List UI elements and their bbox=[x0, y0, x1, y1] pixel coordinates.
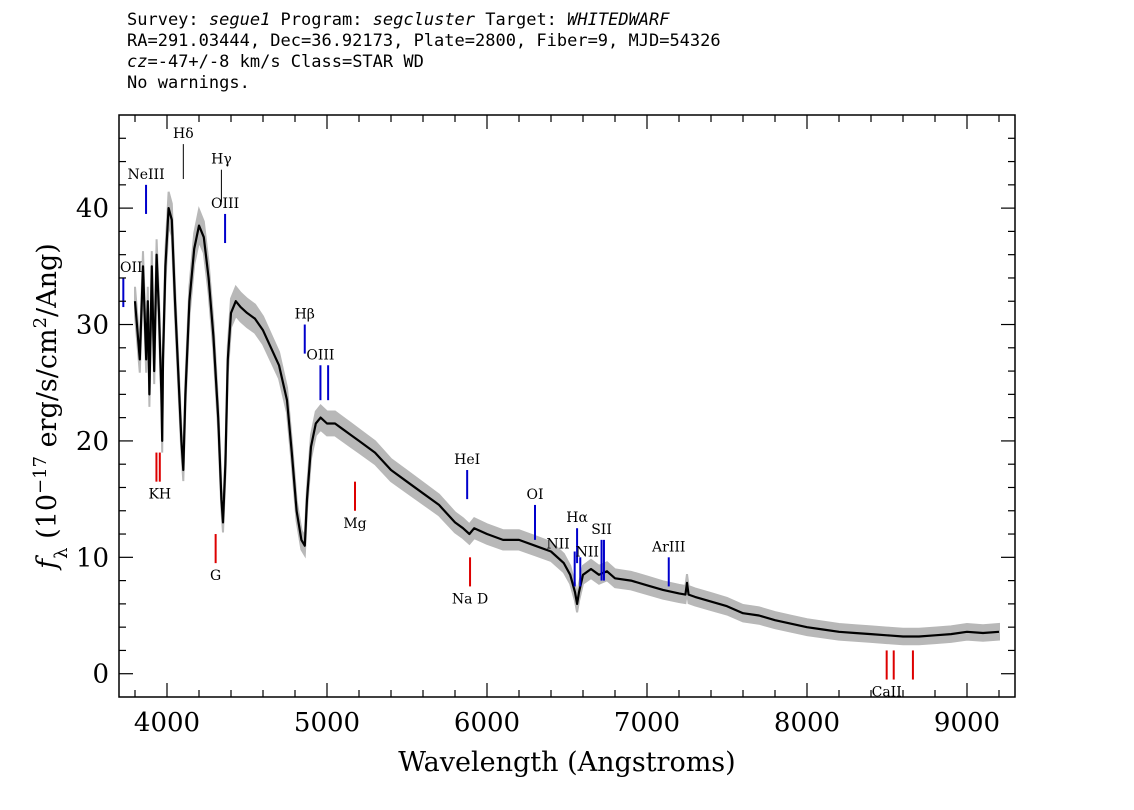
line-label: HeI bbox=[454, 452, 480, 468]
header-line-warnings: No warnings. bbox=[127, 73, 250, 93]
line-label: Hβ bbox=[295, 307, 315, 323]
survey-label: Survey: bbox=[127, 10, 209, 30]
line-label: Mg bbox=[343, 516, 366, 532]
target-label: Target: bbox=[475, 10, 568, 30]
spectrum-header: Survey: segue1 Program: segcluster Targe… bbox=[127, 10, 721, 94]
x-tick-label: 7000 bbox=[614, 708, 680, 738]
y-axis-label: fλ (10−17 erg/s/cm2/Ang) bbox=[30, 243, 72, 571]
x-axis: 4000 5000 6000 7000 8000 9000 bbox=[134, 115, 1000, 738]
x-tick-label: 8000 bbox=[774, 708, 840, 738]
y-tick-label: 20 bbox=[76, 427, 109, 457]
line-label: NII bbox=[576, 544, 599, 560]
line-label: Hδ bbox=[173, 126, 194, 142]
line-label: CaII bbox=[872, 685, 902, 701]
program-label: Program: bbox=[270, 10, 373, 30]
y-tick-label: 30 bbox=[76, 311, 109, 341]
y-axis: 0 10 20 30 40 bbox=[76, 137, 1015, 690]
header-line-coordinates: RA=291.03444, Dec=36.92173, Plate=2800, … bbox=[127, 31, 721, 51]
x-tick-label: 9000 bbox=[934, 708, 1000, 738]
line-label: OI bbox=[526, 487, 543, 503]
line-label: SII bbox=[591, 522, 612, 538]
survey-value: segue1 bbox=[208, 10, 271, 30]
y-tick-label: 10 bbox=[76, 543, 109, 573]
x-tick-label: 6000 bbox=[454, 708, 520, 738]
line-label: NII bbox=[546, 537, 569, 553]
line-label: ArIII bbox=[651, 539, 685, 555]
cz-value: =-47+/-8 bbox=[147, 52, 230, 72]
line-label: Hα bbox=[566, 510, 588, 526]
error-band-area bbox=[134, 191, 1000, 646]
line-label: G bbox=[210, 568, 221, 584]
line-label: Na D bbox=[452, 591, 488, 607]
spectrum-line bbox=[133, 207, 1000, 638]
y-tick-label: 40 bbox=[76, 194, 109, 224]
line-label: KH bbox=[148, 487, 171, 503]
line-label: OII bbox=[120, 260, 143, 276]
x-axis-label: Wavelength (Angstroms) bbox=[398, 747, 735, 778]
header-line-redshift: cz=-47+/-8 km/s Class=STAR WD bbox=[127, 52, 721, 73]
line-label: OIII bbox=[306, 347, 334, 363]
line-markers: NeIII OII Hδ Hγ OIII Hβ OIII HeI OI NII Hα NII SII Ar… bbox=[120, 126, 914, 701]
target-value: WHITEDWARF bbox=[567, 10, 670, 30]
program-value: segcluster bbox=[372, 10, 476, 30]
error-band bbox=[134, 191, 1000, 646]
y-tick-label: 0 bbox=[92, 660, 109, 690]
line-label: NeIII bbox=[127, 167, 164, 183]
class-text: km/s Class=STAR WD bbox=[229, 52, 424, 72]
x-tick-label: 4000 bbox=[134, 708, 200, 738]
spectrum-series bbox=[133, 207, 1000, 638]
header-line-survey: Survey: segue1 Program: segcluster Targe… bbox=[127, 10, 721, 31]
line-label: OIII bbox=[211, 196, 239, 212]
x-tick-label: 5000 bbox=[294, 708, 360, 738]
cz-label: cz bbox=[127, 52, 148, 72]
plot-frame bbox=[118, 114, 1016, 698]
line-label: Hγ bbox=[211, 152, 232, 168]
